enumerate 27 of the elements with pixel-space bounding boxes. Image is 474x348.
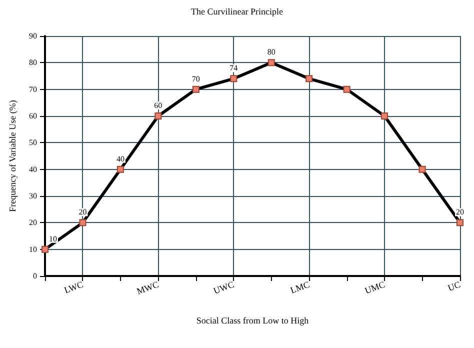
data-label: 70 bbox=[192, 74, 200, 84]
x-tick-label: UMC bbox=[364, 279, 386, 296]
data-label: 40 bbox=[116, 154, 124, 164]
y-tick-label: 50 bbox=[29, 138, 37, 148]
y-tick-label: 80 bbox=[29, 58, 37, 68]
y-axis-title: Frequency of Variable Use (%) bbox=[8, 100, 18, 212]
y-tick-label: 20 bbox=[29, 218, 37, 228]
y-tick-label: 60 bbox=[29, 112, 37, 120]
x-axis-title: Social Class from Low to High bbox=[196, 316, 310, 326]
y-tick-label: 40 bbox=[29, 164, 37, 174]
y-tick-label: 70 bbox=[29, 84, 37, 94]
x-tick-label: UC bbox=[446, 279, 462, 293]
data-label: 60 bbox=[154, 101, 162, 110]
x-tick-label: LMC bbox=[289, 279, 311, 296]
x-tick-label: LWC bbox=[62, 279, 84, 296]
data-label: 20 bbox=[78, 208, 87, 217]
data-label: 80 bbox=[267, 48, 276, 57]
x-tick-label: UWC bbox=[212, 279, 236, 296]
y-tick-label: 0 bbox=[33, 272, 37, 280]
y-tick-label: 10 bbox=[29, 244, 37, 254]
y-tick-label: 30 bbox=[29, 192, 37, 200]
x-tick-label: MWC bbox=[135, 279, 160, 296]
data-label: 10 bbox=[49, 234, 57, 244]
chart-title: The Curvilinear Principle bbox=[191, 6, 283, 16]
data-label: 20 bbox=[456, 208, 464, 217]
data-label: 74 bbox=[230, 64, 238, 73]
y-tick-label: 90 bbox=[29, 32, 37, 40]
